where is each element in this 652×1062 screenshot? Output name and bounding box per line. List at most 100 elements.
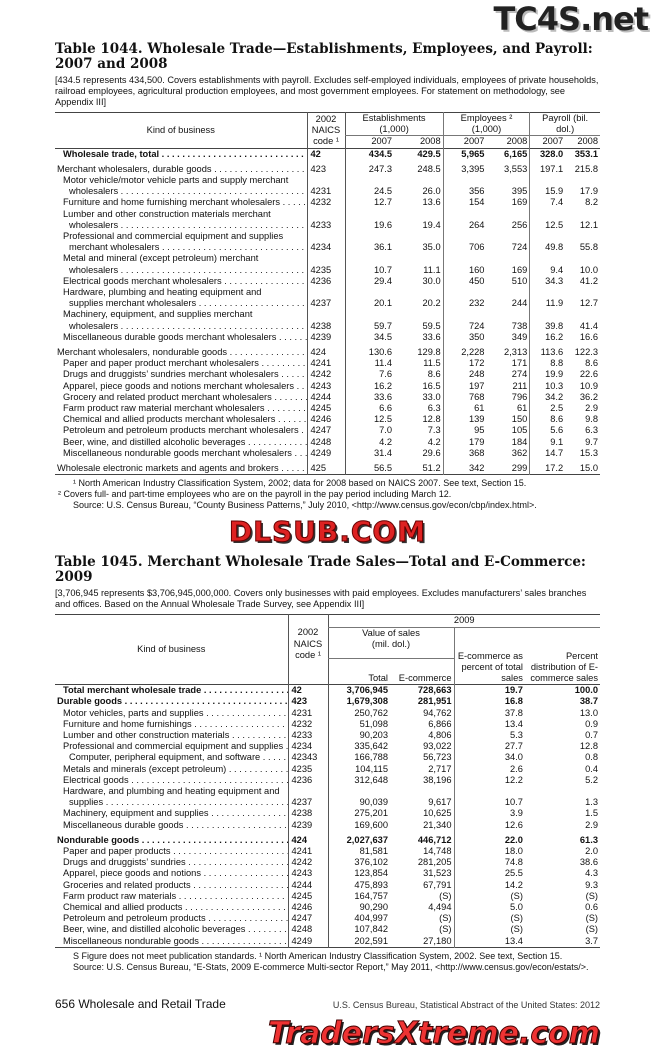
cell-value [565,287,600,298]
cell-value: 250,762 [327,707,390,719]
row-label: Wholesale trade, total [63,149,307,159]
cell-value: 104,115 [327,763,390,775]
cell-value: 12.7 [344,197,395,209]
cell-value: 56.5 [344,459,395,475]
cell-value [486,175,529,186]
cell-value: 281,951 [417,696,452,707]
row-label: Miscellaneous nondurable goods [63,936,288,946]
cell-value: 29.4 [344,275,395,288]
cell-value: (S) [439,890,452,901]
cell-value: 20.1 [344,298,395,310]
table-row: Paper and paper products424181,581 14,748… [55,845,600,858]
cell-value: 202,591 [327,935,390,948]
naics-code: 4248 [306,436,345,448]
cell-value: 5,965 [442,148,487,160]
naics-code [306,309,345,321]
cell-value: 2.9 [585,403,598,414]
cell-value: 56,723 [423,752,452,763]
cell-value: 169 [511,264,528,275]
cell-value [442,309,487,321]
row-label: Drugs and druggists’ sundries merchant w… [63,369,307,379]
source-note: Source: U.S. Census Bureau, “County Busi… [73,500,537,511]
cell-value [486,309,529,320]
row-label: Electrical goods [63,775,288,785]
cell-value: 34.0 [453,752,525,764]
row-label: Groceries and related products [63,880,288,890]
cell-value: 33.0 [422,391,441,402]
cell-value: 356 [442,186,487,198]
cell-value: 38,196 [423,774,452,785]
naics-code: 4246 [306,414,345,426]
table-row: Lumber and other construction materials4… [55,729,600,742]
cell-value: 13.4 [453,718,525,730]
cell-value: 197.1 [529,159,566,176]
cell-value: 299 [511,463,528,474]
header-code: code ¹ [295,649,321,660]
naics-code: 4249 [306,447,345,460]
table-row: Miscellaneous durable goods merchant who… [55,331,600,344]
cell-value: 90,203 [327,729,390,742]
cell-value: 31.4 [344,447,395,460]
naics-code: 4232 [306,197,345,209]
header-distribution: Percent distribution of E-commerce sales [530,650,598,683]
header-naics-code: 2002 NAICS code ¹ [287,614,328,685]
row-label: Furniture and home furnishing merchant w… [63,197,307,207]
footnote: ² Covers full- and part-time employees w… [58,489,452,500]
cell-value [529,208,566,220]
cell-value: 6.3 [427,403,441,414]
row-label: merchant wholesalers [69,242,307,252]
naics-code: 4245 [287,890,328,902]
row-label: Computer, peripheral equipment, and soft… [69,752,288,762]
cell-value: 38.7 [579,696,598,707]
cell-value [344,231,395,243]
cell-value: 12.7 [579,298,598,309]
row-label: Farm product raw material merchant whole… [63,403,307,413]
cell-value [486,287,529,298]
table-row: Professional and commercial equipment an… [55,231,600,243]
cell-value: 248.5 [417,163,441,174]
cell-value: 21,340 [423,819,452,830]
cell-value: 281,205 [417,857,452,868]
row-label: Beer, wine, and distilled alcoholic beve… [63,437,307,447]
cell-value: 55.8 [579,242,598,253]
naics-code: 4241 [306,358,345,370]
naics-code: 4236 [306,275,345,288]
row-label: wholesalers [69,321,307,331]
cell-value: 2.6 [453,763,525,775]
cell-value: 35.0 [422,242,441,253]
cell-value: 275,201 [327,808,390,820]
table-row: Apparel, piece goods and notions merchan… [55,380,600,392]
cell-value [442,253,487,265]
cell-value [327,785,390,798]
table-row: Furniture and home furnishing merchant w… [55,197,600,209]
cell-value: 179 [442,436,487,448]
cell-value: 12.5 [344,414,395,426]
cell-value [565,309,600,320]
cell-value: 274 [511,369,528,380]
table-row: Merchant wholesalers, durable goods42324… [55,159,600,176]
table-row: Beer, wine, and distilled alcoholic beve… [55,436,600,448]
cell-value: 14.2 [453,879,525,891]
cell-value: 6.3 [585,425,598,436]
cell-value: 264 [442,219,487,232]
cell-value: 19.6 [344,219,395,232]
cell-value: 16.2 [529,331,566,344]
cell-value: 59.7 [344,320,395,332]
cell-value: 33.6 [344,391,395,404]
cell-value: 94,762 [423,707,452,718]
table-row: Machinery, equipment, and supplies merch… [55,309,600,321]
cell-value: 122.3 [574,347,598,358]
table-row: Miscellaneous durable goods4239169,600 21… [55,819,600,831]
cell-value [390,786,454,797]
header-kind: Kind of business [137,644,206,655]
cell-value: 9.3 [585,879,598,890]
cell-value [486,231,529,242]
table-row: Farm product raw material merchant whole… [55,403,600,415]
row-label: wholesalers [69,220,307,230]
cell-value [344,208,395,220]
naics-code: 4238 [306,320,345,332]
table-row: Metal and mineral (except petroleum) mer… [55,253,600,265]
